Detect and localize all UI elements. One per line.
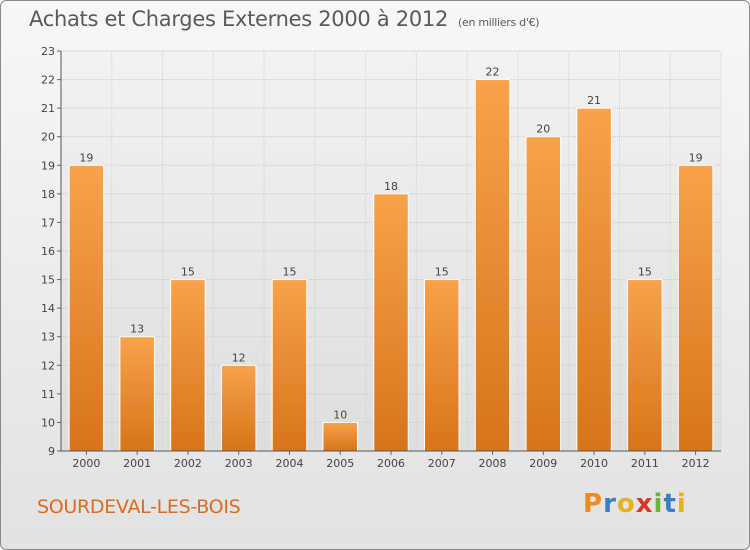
- y-tick-label: 9: [48, 445, 55, 458]
- x-tick-label: 2008: [479, 457, 507, 470]
- bar-2012[interactable]: [677, 164, 714, 452]
- y-tick-label: 20: [41, 131, 55, 144]
- x-tick-label: 2012: [682, 457, 710, 470]
- bar-2005[interactable]: [322, 421, 358, 452]
- x-tick-label: 2002: [174, 457, 202, 470]
- proxiti-logo[interactable]: Proxiti: [583, 489, 687, 519]
- logo-letter: i: [676, 489, 687, 519]
- value-label: 18: [384, 180, 398, 193]
- logo-letter: i: [653, 489, 664, 519]
- value-label: 15: [435, 266, 449, 279]
- y-tick-label: 16: [41, 245, 55, 258]
- y-tick-label: 18: [41, 188, 55, 201]
- value-label: 20: [536, 123, 550, 136]
- y-tick-label: 13: [41, 331, 55, 344]
- logo-letter: o: [616, 489, 636, 519]
- chart-title-text: Achats et Charges Externes 2000 à 2012: [29, 7, 449, 31]
- y-tick-label: 23: [41, 45, 55, 58]
- bar-2004[interactable]: [271, 279, 308, 452]
- bar-2011[interactable]: [627, 279, 663, 452]
- value-label: 19: [689, 151, 703, 164]
- y-tick-label: 12: [41, 359, 55, 372]
- x-tick-label: 2004: [275, 457, 303, 470]
- x-tick-label: 2011: [631, 457, 659, 470]
- y-tick-label: 19: [41, 159, 55, 172]
- value-label: 21: [587, 94, 601, 107]
- value-label: 19: [79, 151, 93, 164]
- chart-unit: (en milliers d'€): [458, 16, 540, 29]
- logo-letter: t: [663, 489, 677, 519]
- y-tick-label: 17: [41, 216, 55, 229]
- y-tick-label: 21: [41, 102, 55, 115]
- value-label: 15: [638, 266, 652, 279]
- x-tick-label: 2003: [225, 457, 253, 470]
- y-tick-label: 14: [41, 302, 55, 315]
- bar-2000[interactable]: [68, 164, 105, 452]
- bar-2010[interactable]: [576, 107, 612, 452]
- x-tick-label: 2009: [529, 457, 557, 470]
- logo-letter: P: [583, 489, 604, 519]
- bar-2002[interactable]: [170, 279, 206, 452]
- x-tick-label: 2007: [428, 457, 456, 470]
- x-tick-label: 2006: [377, 457, 405, 470]
- x-tick-label: 2000: [72, 457, 100, 470]
- logo-letter: r: [603, 489, 617, 519]
- x-tick-label: 2010: [580, 457, 608, 470]
- y-tick-label: 11: [41, 388, 55, 401]
- value-label: 15: [181, 266, 195, 279]
- commune-name: SOURDEVAL-LES-BOIS: [37, 496, 241, 518]
- bars-layer: 19 13 15 12 15 10 18 15 22 20 21 15 19: [68, 66, 714, 452]
- value-label: 13: [130, 323, 144, 336]
- y-tick-label: 10: [41, 416, 55, 429]
- logo-letter: x: [635, 489, 654, 519]
- value-label: 22: [486, 66, 500, 79]
- bar-2007[interactable]: [424, 279, 460, 452]
- bar-2003[interactable]: [220, 364, 257, 452]
- bar-2006[interactable]: [373, 193, 409, 452]
- axis-layer: 9 10 11 12 13 14 15 16 17 18 19 20 21 22 23 2000 2001 200…: [41, 45, 721, 470]
- chart-title: Achats et Charges Externes 2000 à 2012 (e…: [29, 7, 540, 31]
- bar-2009[interactable]: [525, 136, 562, 452]
- value-label: 10: [333, 408, 347, 421]
- value-label: 15: [282, 266, 296, 279]
- x-tick-label: 2005: [326, 457, 354, 470]
- bar-2001[interactable]: [119, 336, 155, 452]
- y-tick-label: 15: [41, 274, 55, 287]
- bar-2008[interactable]: [474, 79, 511, 452]
- x-tick-label: 2001: [123, 457, 151, 470]
- value-label: 12: [232, 351, 246, 364]
- y-tick-label: 22: [41, 74, 55, 87]
